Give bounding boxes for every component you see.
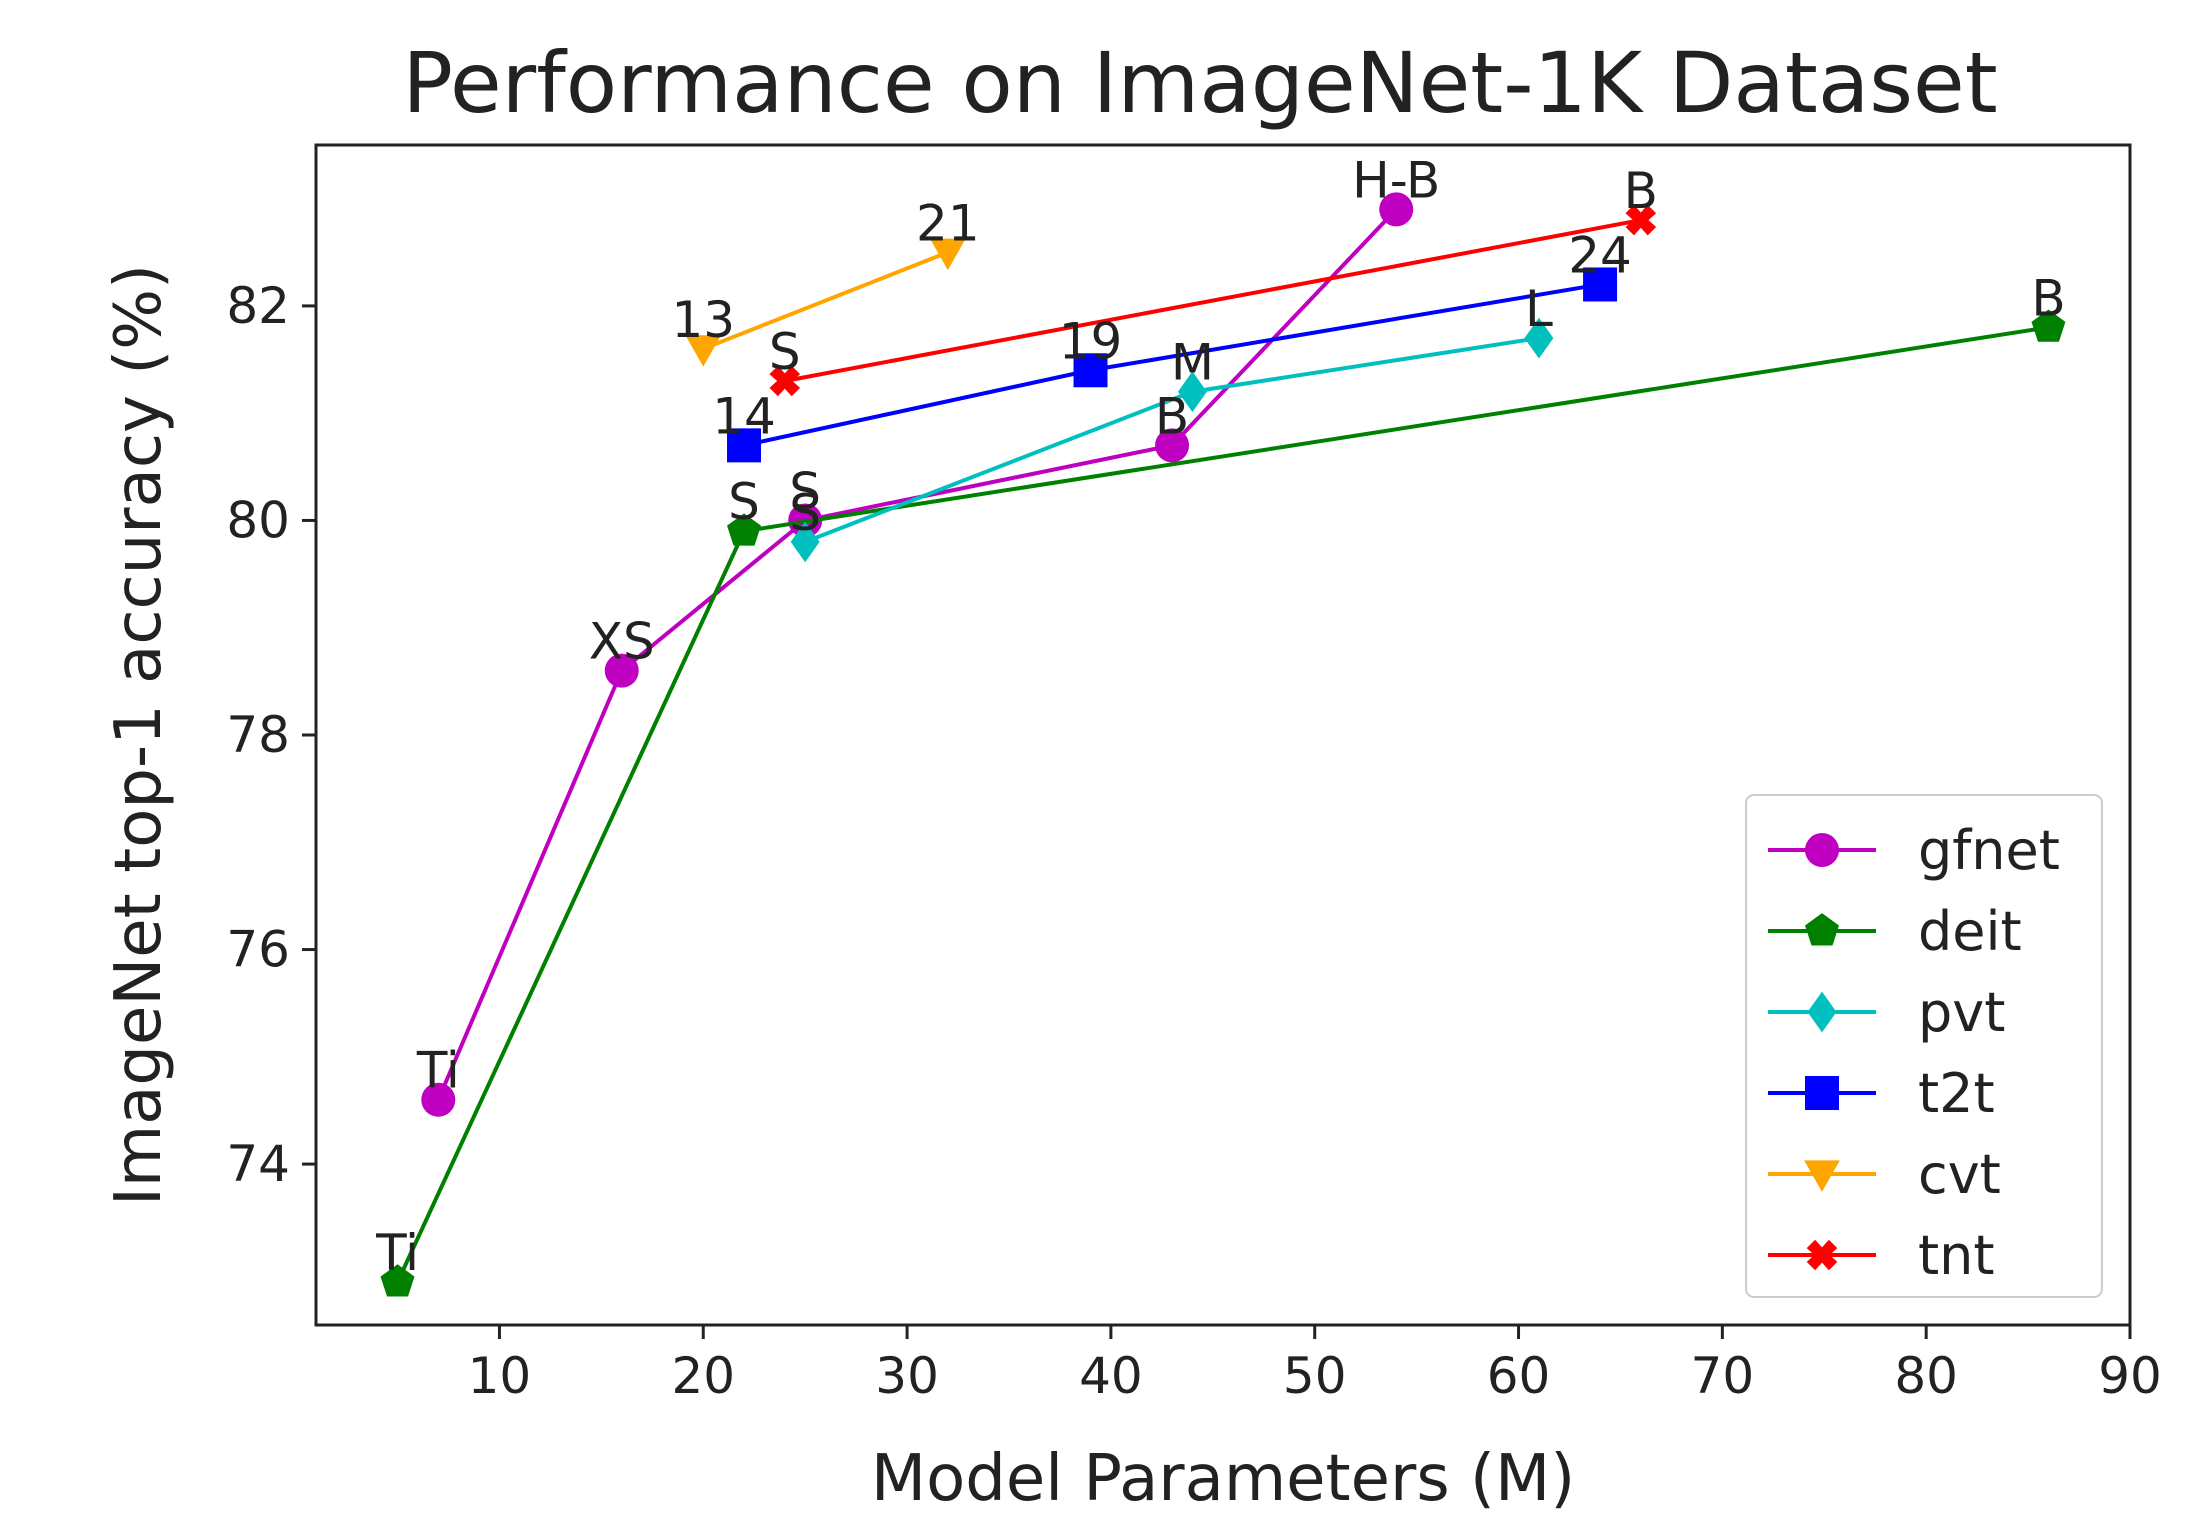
legend-box (1745, 794, 2103, 1298)
data-label-deit: B (2031, 269, 2065, 327)
series-t2t (727, 267, 1618, 463)
chart-title: Performance on ImageNet-1K Dataset (402, 34, 1997, 132)
y-tick-label: 76 (226, 921, 290, 979)
y-axis: 74 76 78 80 82 (226, 277, 316, 1193)
series-pvt (790, 317, 1554, 563)
data-point-gfnet (604, 653, 639, 688)
x-tick-label: 20 (671, 1347, 735, 1405)
legend-item-cvt: cvt (1768, 1143, 2001, 1206)
x-tick-label: 90 (2098, 1347, 2162, 1405)
data-label-cvt: 13 (671, 291, 735, 349)
data-label-gfnet: Ti (416, 1042, 460, 1100)
data-point-deit (380, 1264, 415, 1297)
data-label-gfnet: H-B (1352, 151, 1440, 209)
legend-item-pvt: pvt (1768, 981, 2005, 1044)
data-label-t2t: 14 (712, 387, 776, 445)
data-point-cvt (685, 335, 722, 367)
data-label-deit: Ti (375, 1224, 419, 1282)
legend: gfnet deit pvt t2t cvt tnt (1745, 794, 2103, 1298)
data-point-tnt (769, 365, 801, 397)
data-label-t2t: 19 (1059, 312, 1123, 370)
x-tick-label: 50 (1283, 1347, 1347, 1405)
data-point-t2t (1583, 267, 1618, 302)
legend-label: deit (1918, 900, 2022, 963)
x-axis-label: Model Parameters (M) (871, 1442, 1575, 1516)
legend-marker-tnt (1806, 1239, 1838, 1271)
legend-label: tnt (1918, 1224, 1995, 1287)
x-axis: 10 20 30 40 50 60 70 80 90 (468, 1325, 2162, 1405)
y-tick-label: 78 (226, 706, 290, 764)
x-tick-label: 10 (468, 1347, 532, 1405)
legend-label: cvt (1918, 1143, 2001, 1206)
legend-marker-pvt (1807, 991, 1837, 1033)
data-point-t2t (1073, 353, 1108, 388)
data-point-pvt (1177, 371, 1207, 413)
legend-marker-t2t (1805, 1076, 1839, 1110)
legend-marker-cvt (1804, 1160, 1840, 1192)
data-label-pvt: M (1171, 334, 1214, 392)
legend-item-tnt: tnt (1768, 1224, 1995, 1287)
legend-label: pvt (1918, 981, 2005, 1044)
legend-label: gfnet (1918, 819, 2060, 882)
series-line-cvt (702, 250, 949, 351)
x-tick-label: 60 (1487, 1347, 1551, 1405)
series-line-tnt (784, 218, 1642, 383)
y-tick-label: 80 (226, 491, 290, 549)
data-point-pvt (1524, 317, 1554, 359)
data-point-deit (727, 513, 761, 546)
point-labels-layer: Ti XS S B H-B Ti S B S M L 14 19 24 13 21 S B (375, 151, 2066, 1282)
data-point-gfnet (1155, 428, 1190, 463)
data-label-deit: S (728, 473, 760, 531)
legend-label: t2t (1918, 1062, 1995, 1125)
data-label-pvt: S (789, 484, 821, 542)
data-point-gfnet (1379, 192, 1414, 227)
data-point-gfnet (421, 1082, 456, 1117)
series-cvt (685, 238, 966, 367)
data-label-gfnet: B (1155, 387, 1189, 445)
data-point-tnt (1625, 204, 1657, 236)
data-label-tnt: B (1624, 162, 1658, 220)
series-tnt (769, 204, 1657, 397)
data-label-gfnet: XS (589, 613, 655, 671)
y-axis-label: ImageNet top-1 accuracy (%) (102, 264, 176, 1206)
data-label-pvt: L (1525, 280, 1553, 338)
y-tick-label: 74 (226, 1135, 290, 1193)
legend-item-t2t: t2t (1768, 1062, 1995, 1125)
data-label-tnt: S (769, 323, 801, 381)
series-layer (380, 192, 2066, 1297)
data-label-gfnet: S (789, 462, 821, 520)
data-point-pvt (790, 521, 820, 563)
legend-marker-deit (1805, 913, 1839, 946)
series-deit (380, 309, 2066, 1297)
data-point-deit (2031, 309, 2066, 342)
data-label-t2t: 24 (1568, 226, 1632, 284)
x-tick-label: 30 (875, 1347, 939, 1405)
x-tick-label: 80 (1894, 1347, 1958, 1405)
data-point-cvt (929, 238, 966, 271)
data-label-cvt: 21 (916, 194, 980, 252)
y-tick-label: 82 (226, 277, 290, 335)
legend-item-deit: deit (1768, 900, 2022, 963)
legend-marker-gfnet (1805, 833, 1839, 867)
x-tick-label: 70 (1691, 1347, 1755, 1405)
data-point-t2t (727, 428, 762, 463)
x-tick-label: 40 (1079, 1347, 1143, 1405)
legend-item-gfnet: gfnet (1768, 819, 2060, 882)
